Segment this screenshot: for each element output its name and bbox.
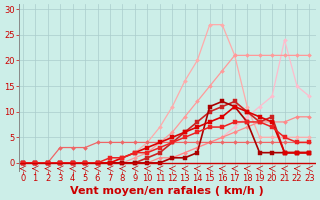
X-axis label: Vent moyen/en rafales ( km/h ): Vent moyen/en rafales ( km/h ) (70, 186, 264, 196)
